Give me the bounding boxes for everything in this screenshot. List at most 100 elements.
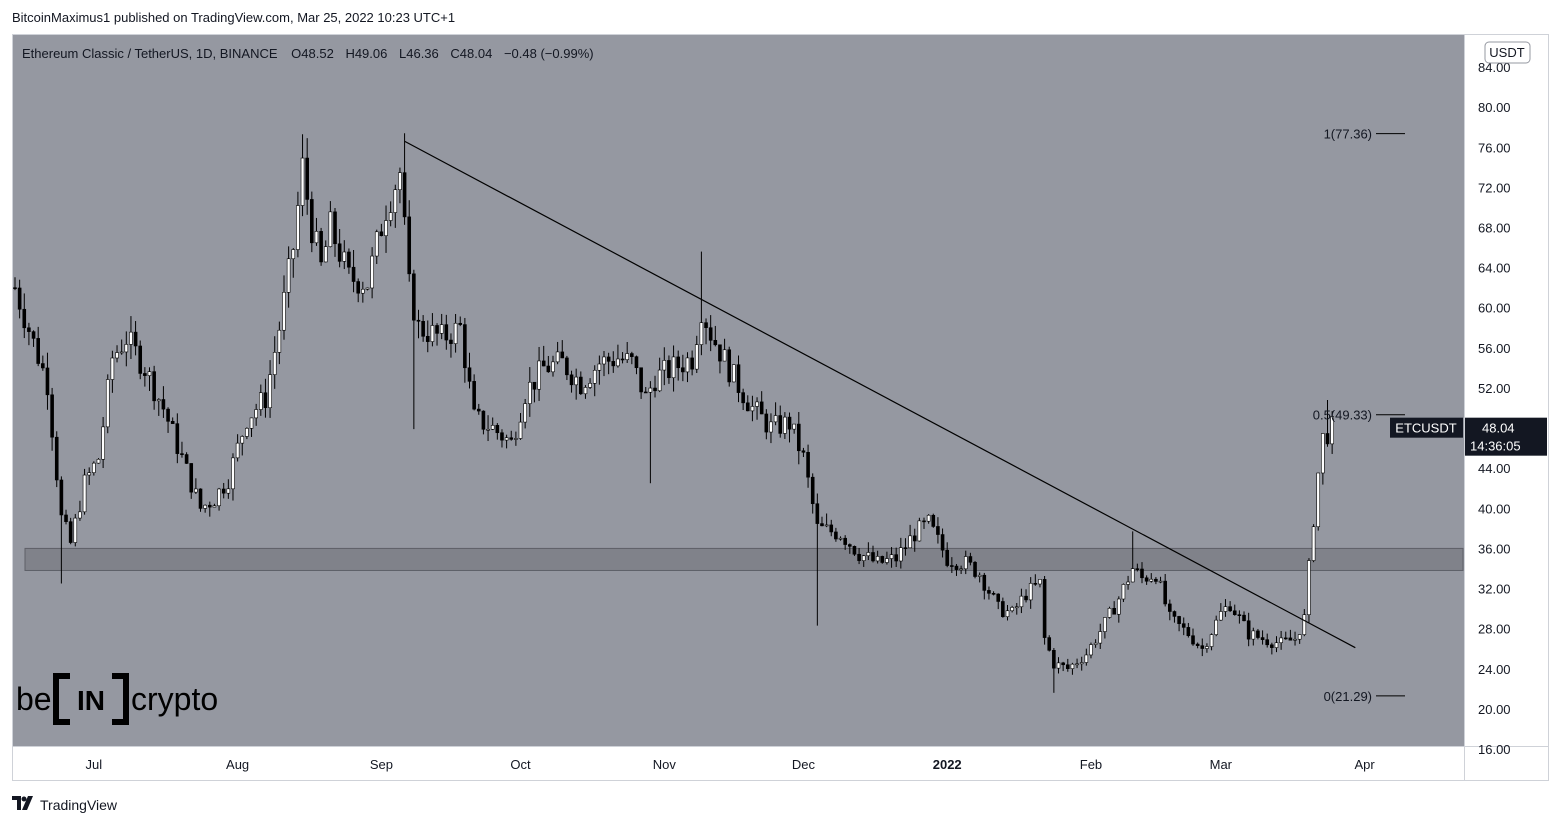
candle-body xyxy=(922,520,926,523)
time-tick-label: Sep xyxy=(370,757,393,772)
candle-body xyxy=(476,408,481,412)
candle-body xyxy=(1061,662,1065,666)
candle-body xyxy=(407,216,412,275)
candle-body xyxy=(630,353,634,357)
candle-body xyxy=(690,357,694,370)
candle-body xyxy=(527,381,532,404)
candle-body xyxy=(458,322,463,325)
candle-body xyxy=(170,421,175,424)
candle-body xyxy=(1186,627,1191,637)
candle-body xyxy=(1084,654,1089,663)
time-tick-label: Apr xyxy=(1354,757,1375,772)
candle-body xyxy=(1098,631,1103,644)
candle-body xyxy=(421,320,425,337)
candle-body xyxy=(1019,595,1024,608)
candle-body xyxy=(1283,637,1288,640)
price-axis-ticks: 84.00 80.00 76.00 72.00 68.00 64.00 60.00 56.00… xyxy=(1478,60,1511,757)
logo-text-crypto: crypto xyxy=(131,681,218,717)
candle-body xyxy=(435,325,439,334)
time-tick-label: Jul xyxy=(86,757,103,772)
candle-body xyxy=(1014,606,1019,609)
candle-body xyxy=(92,462,96,473)
candle-body xyxy=(741,392,745,404)
candle-body xyxy=(1005,610,1010,618)
candle-body xyxy=(597,363,602,371)
fib-levels: 1(77.36) 0.5(49.33) 0(21.29) xyxy=(1313,127,1405,704)
price-chart[interactable]: 1(77.36) 0.5(49.33) 0(21.29) 84.00 80.00 76.… xyxy=(0,0,1562,790)
candle-body xyxy=(495,425,500,434)
candle-body xyxy=(1144,577,1149,582)
support-zone xyxy=(24,547,1464,571)
candle-body xyxy=(194,488,198,493)
candle-body xyxy=(875,556,880,562)
candle-body xyxy=(560,351,565,359)
candle-body xyxy=(268,374,272,409)
candle-body xyxy=(1200,645,1205,649)
candle-body xyxy=(838,537,843,540)
candle-body xyxy=(991,593,996,595)
candle-body xyxy=(727,349,732,383)
candle-body xyxy=(704,322,708,328)
candle-body xyxy=(509,437,514,440)
candle-body xyxy=(963,556,968,570)
candle-body xyxy=(166,408,170,422)
candle-body xyxy=(657,369,662,392)
candle-body xyxy=(425,335,430,342)
candle-body xyxy=(815,503,820,524)
candle-body xyxy=(1228,606,1232,612)
candle-body xyxy=(848,544,852,547)
time-axis-area[interactable] xyxy=(13,746,1548,780)
candle-body xyxy=(347,251,351,268)
candle-body xyxy=(78,511,82,519)
candle-body xyxy=(824,524,829,527)
candle-body xyxy=(398,172,402,190)
price-axis-area[interactable] xyxy=(1464,35,1548,746)
candle-body xyxy=(152,371,156,402)
candle-body xyxy=(1163,580,1167,605)
candle-body xyxy=(1265,639,1270,646)
time-tick-label: 2022 xyxy=(933,757,962,772)
candle-body xyxy=(982,574,987,591)
candle-body xyxy=(207,504,212,508)
chart-legend[interactable]: Ethereum Classic / TetherUS, 1D, BINANCE… xyxy=(22,46,594,61)
candle-body xyxy=(987,590,991,594)
descending-trendline[interactable] xyxy=(404,140,1356,649)
candle-body xyxy=(1205,646,1209,649)
candle-body xyxy=(374,231,379,257)
candle-body xyxy=(388,212,393,221)
candle-body xyxy=(592,369,597,384)
candle-body xyxy=(1297,634,1302,640)
candle-body xyxy=(662,360,667,371)
currency-badge[interactable]: USDT xyxy=(1484,41,1531,64)
candle-body xyxy=(1274,642,1279,648)
candle-body xyxy=(156,399,161,402)
candle-body xyxy=(639,367,643,393)
candle-body xyxy=(504,437,509,441)
candle-body xyxy=(1256,630,1260,638)
candle-body xyxy=(732,364,736,383)
candle-body xyxy=(463,324,467,369)
candle-body xyxy=(444,324,449,341)
candle-body xyxy=(1010,607,1014,612)
candle-body xyxy=(574,376,578,386)
candle-body xyxy=(323,246,328,263)
candle-body xyxy=(133,331,138,347)
candle-body xyxy=(588,383,592,388)
candle-body xyxy=(282,292,286,331)
candle-body xyxy=(217,488,221,507)
candle-body xyxy=(1149,578,1154,582)
candle-body xyxy=(393,189,398,213)
candle-body xyxy=(866,552,871,557)
candle-body xyxy=(1107,607,1112,618)
candle-body xyxy=(119,351,124,354)
candle-body xyxy=(231,457,235,490)
candle-body xyxy=(616,358,620,367)
candle-body xyxy=(1154,578,1158,582)
candle-body xyxy=(189,463,194,493)
candle-body xyxy=(235,442,240,459)
candle-body xyxy=(810,476,815,505)
candle-body xyxy=(917,520,922,542)
open-label: O xyxy=(291,46,301,61)
candle-body xyxy=(1242,614,1246,622)
tradingview-brand[interactable]: TradingView xyxy=(12,796,117,814)
